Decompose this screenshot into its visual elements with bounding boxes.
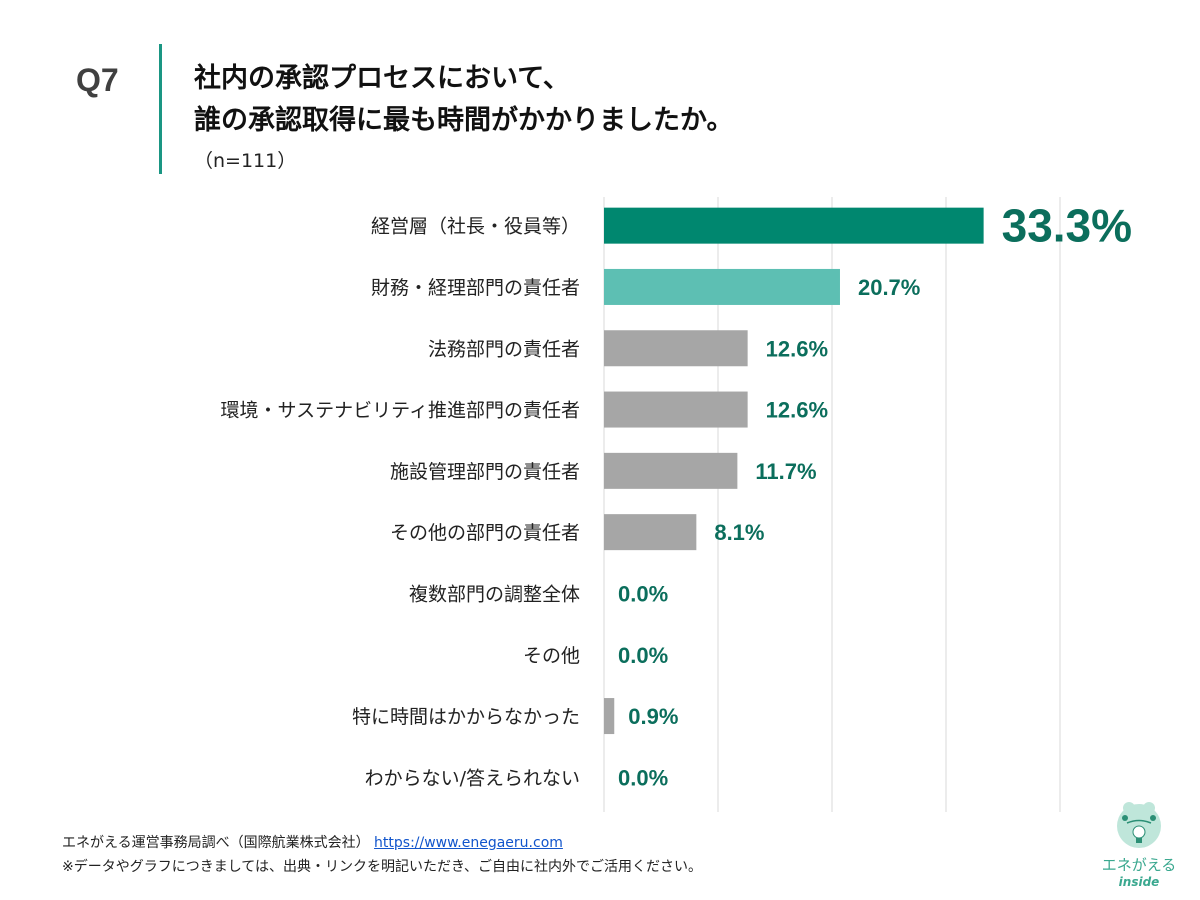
data-label: 0.9%: [628, 704, 678, 729]
data-label: 20.7%: [858, 275, 920, 300]
frog-bulb-icon: [1117, 802, 1161, 848]
source-link[interactable]: https://www.enegaeru.com: [374, 835, 563, 851]
source-text: エネがえる運営事務局調べ（国際航業株式会社）: [62, 835, 370, 851]
question-number: Q7: [76, 62, 119, 98]
data-label: 8.1%: [714, 520, 764, 545]
data-label: 12.6%: [766, 336, 828, 361]
logo: エネがえる inside: [1094, 796, 1184, 889]
category-label: 環境・サステナビリティ推進部門の責任者: [221, 400, 580, 422]
bar: [604, 698, 615, 735]
logo-text: エネがえる: [1101, 856, 1177, 874]
usage-note: ※データやグラフにつきましては、出典・リンクを明記いただき、ご自由に社内外でご活…: [62, 859, 703, 875]
category-label: 特に時間はかからなかった: [352, 706, 580, 728]
logo-sub: inside: [1118, 875, 1160, 889]
title-line-2: 誰の承認取得に最も時間がかかりましたか。: [194, 105, 734, 136]
bar: [604, 452, 738, 489]
category-label: その他の部門の責任者: [390, 522, 580, 544]
divider: [159, 44, 162, 174]
category-label: 複数部門の調整全体: [409, 583, 580, 605]
category-label: わからない/答えられない: [365, 767, 580, 789]
data-label: 0.0%: [618, 581, 668, 606]
bar: [604, 514, 697, 551]
category-label: 経営層（社長・役員等）: [371, 216, 580, 238]
bar: [604, 207, 984, 244]
category-label: その他: [523, 645, 580, 667]
page-title: 社内の承認プロセスにおいて、 誰の承認取得に最も時間がかかりましたか。: [194, 58, 733, 142]
bar: [604, 391, 748, 428]
category-label: 施設管理部門の責任者: [390, 461, 580, 483]
source-line: エネがえる運営事務局調べ（国際航業株式会社） https://www.enega…: [62, 832, 563, 852]
data-label: 33.3%: [1002, 200, 1132, 252]
bar: [604, 330, 748, 367]
category-label: 財務・経理部門の責任者: [371, 277, 580, 299]
bar-chart: 経営層（社長・役員等） 33.3% 財務・経理部門の責任者 20.7% 法務部門の責任者…: [221, 197, 1132, 812]
bar: [604, 268, 840, 305]
category-label: 法務部門の責任者: [428, 338, 580, 360]
data-label: 12.6%: [766, 398, 828, 423]
sample-size: （n=111）: [194, 150, 297, 172]
data-label: 0.0%: [618, 765, 668, 790]
title-line-1: 社内の承認プロセスにおいて、: [194, 63, 570, 94]
data-label: 0.0%: [618, 643, 668, 668]
data-label: 11.7%: [755, 459, 816, 484]
